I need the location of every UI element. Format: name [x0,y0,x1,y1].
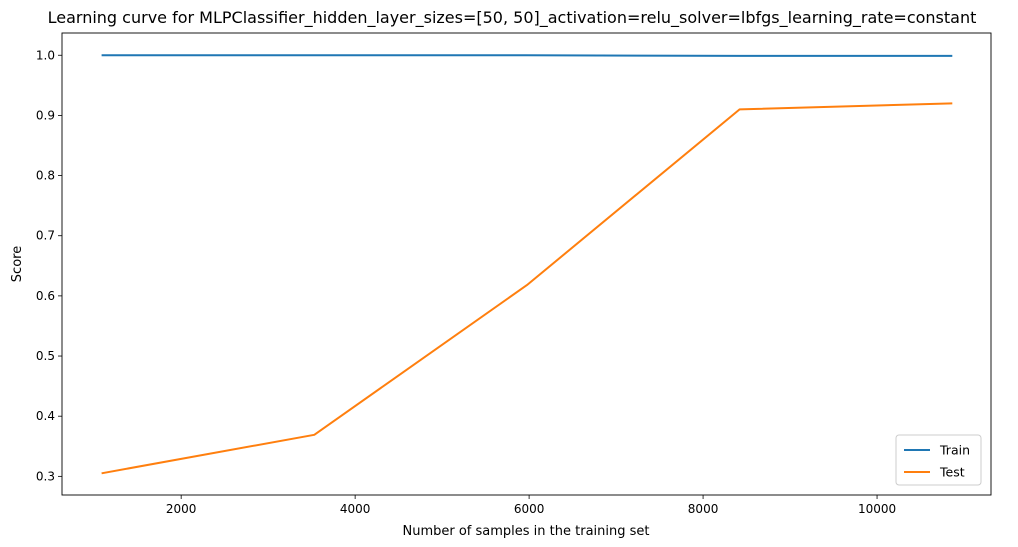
y-tick-label: 0.8 [36,169,55,183]
x-tick-label: 4000 [340,502,371,516]
y-tick-label: 0.3 [36,469,55,483]
legend-label-train: Train [939,443,970,458]
x-tick-label: 10000 [858,502,896,516]
x-tick-label: 6000 [514,502,545,516]
legend: Train Test [895,434,982,486]
y-tick-label: 0.6 [36,289,55,303]
y-axis-label: Score [10,246,25,282]
plot-area [61,32,992,496]
legend-label-test: Test [939,465,965,480]
series-line-test [101,102,953,475]
series-line-train [101,54,953,57]
chart-title: Learning curve for MLPClassifier_hidden_… [48,8,977,28]
y-tick-label: 0.9 [36,108,55,122]
y-tick-label: 0.4 [36,409,55,423]
y-tick-label: 1.0 [36,48,55,62]
y-tick-label: 0.7 [36,229,55,243]
y-axis-ticks: 0.3 0.4 0.5 0.6 0.7 0.8 0.9 1.0 [36,48,62,483]
plot-frame [61,32,992,496]
series-lines [101,54,953,475]
x-axis-label: Number of samples in the training set [403,524,650,539]
y-tick-label: 0.5 [36,349,55,363]
x-axis-ticks: 2000 4000 6000 8000 10000 [166,495,896,516]
x-tick-label: 2000 [166,502,197,516]
x-tick-label: 8000 [688,502,719,516]
